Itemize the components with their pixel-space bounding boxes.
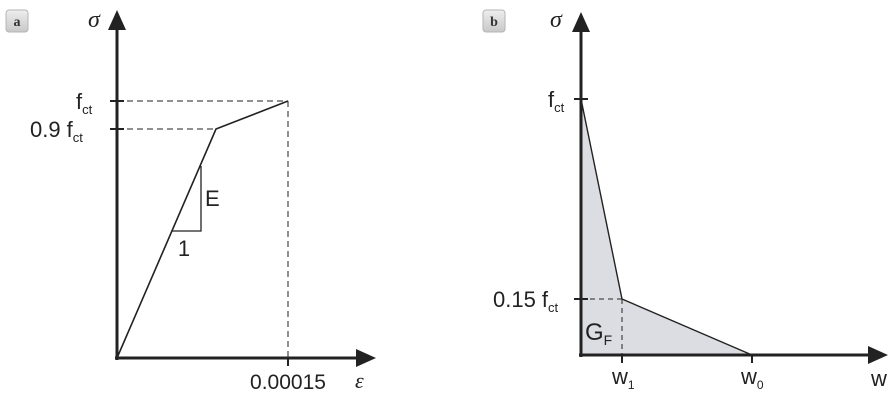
panel-b-y-axis-arrow bbox=[572, 12, 590, 32]
panel-a-slope-label: E bbox=[205, 186, 220, 211]
panel-a-y-axis-arrow bbox=[108, 10, 126, 30]
panel-a-stress-strain-curve bbox=[116, 100, 289, 359]
panel-b-y-axis-label: σ bbox=[550, 7, 563, 33]
panel-b-y-tick-015fct: 0.15 fct bbox=[493, 287, 558, 315]
panel-a-x-axis-arrow bbox=[356, 349, 376, 367]
panel-a-y-tick-fct: fct bbox=[76, 89, 93, 117]
panel-a-badge: a bbox=[5, 9, 29, 33]
panel-b-x-tick-w0: w0 bbox=[740, 364, 764, 392]
panel-b-x-tick-w1: w1 bbox=[611, 364, 635, 392]
panel-b: b σ w fct 0.15 fct w1 w0 GF bbox=[482, 7, 888, 392]
panel-b-badge-label: b bbox=[490, 15, 498, 30]
panel-b-badge: b bbox=[482, 9, 506, 33]
panel-b-area-label: GF bbox=[585, 319, 612, 348]
panel-b-y-tick-fct: fct bbox=[548, 87, 565, 115]
panel-a-badge-label: a bbox=[14, 15, 21, 30]
panel-b-x-axis-label: w bbox=[870, 366, 887, 391]
panel-a-y-axis-label: σ bbox=[88, 7, 101, 33]
panel-b-x-axis-arrow bbox=[868, 346, 888, 364]
panel-a-y-tick-09fct: 0.9 fct bbox=[30, 117, 83, 145]
panel-a-x-axis-label: ε bbox=[355, 368, 364, 393]
panel-a-x-tick-strain: 0.00015 bbox=[250, 371, 326, 394]
panel-b-fracture-energy-area bbox=[580, 98, 753, 356]
panel-a-slope-triangle bbox=[172, 166, 202, 232]
panel-a-slope-base-label: 1 bbox=[178, 236, 190, 261]
panel-a: a σ ε fct 0.9 fct 0.00015 E 1 bbox=[5, 7, 376, 394]
